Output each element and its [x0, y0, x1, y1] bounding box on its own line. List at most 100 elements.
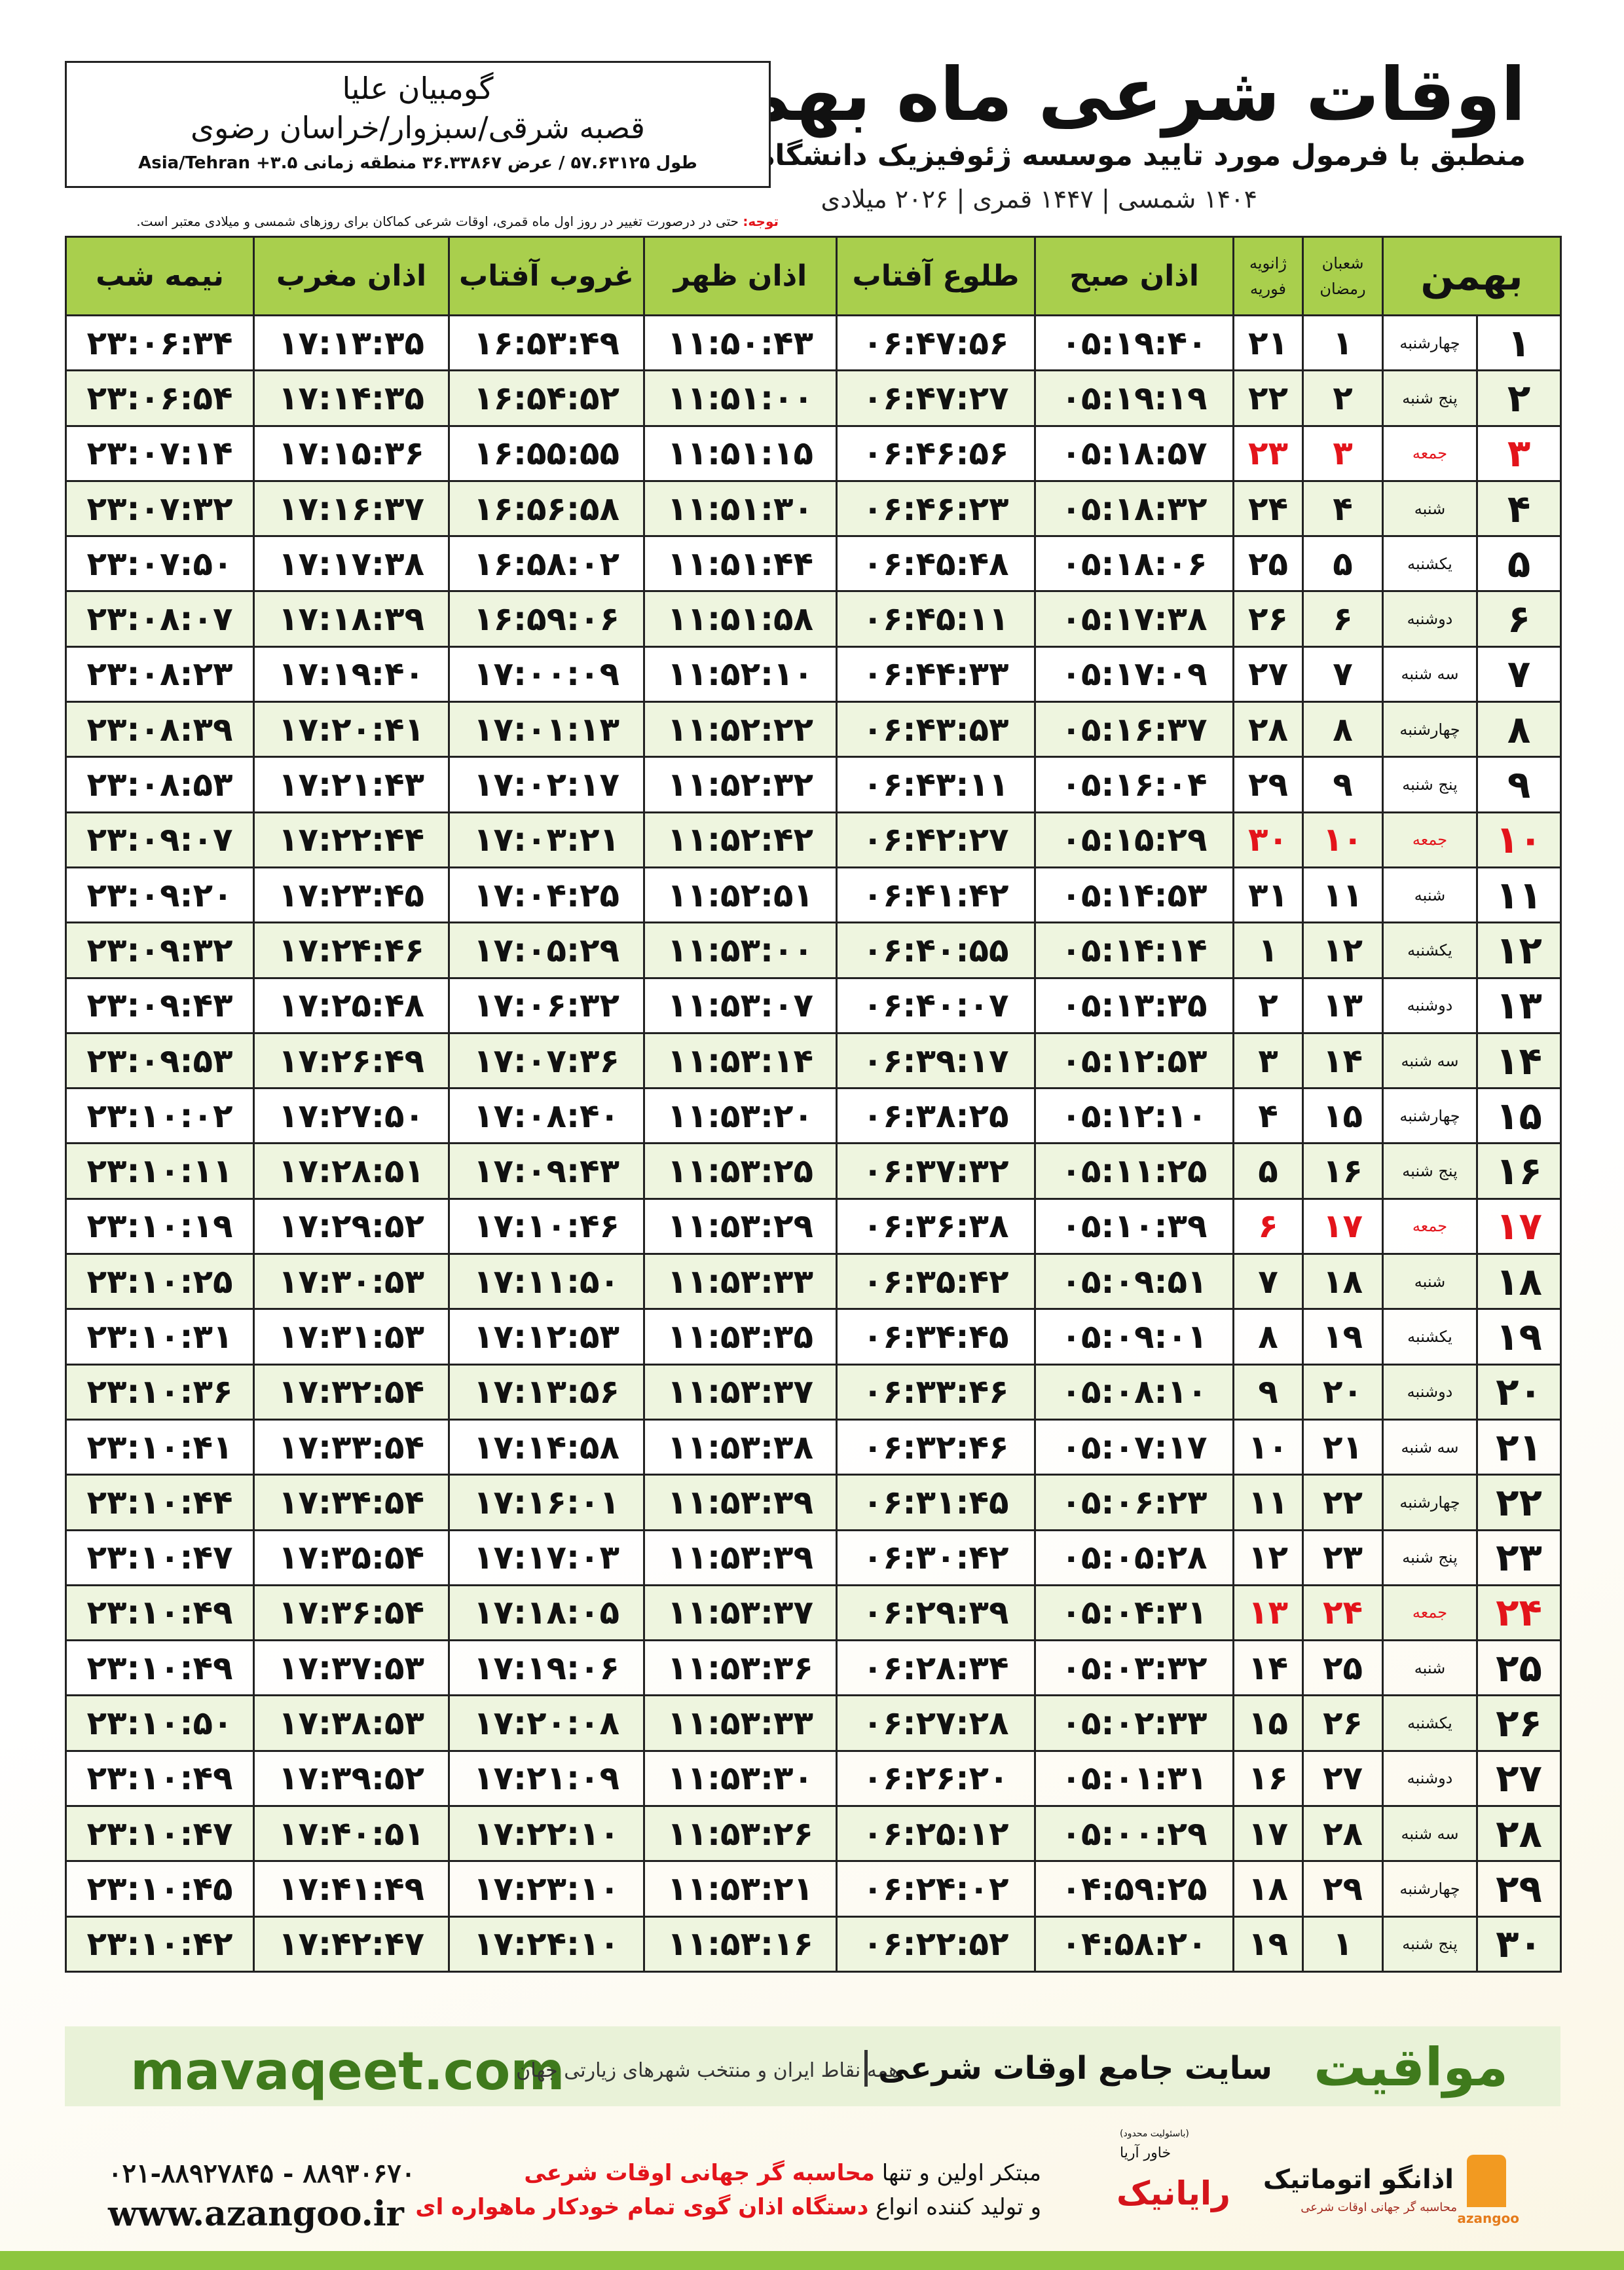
- table-cell: ۲۳:۱۰:۴۷: [65, 1529, 255, 1586]
- table-cell: ۵: [1232, 1142, 1304, 1200]
- table-cell: ۱۷:۲۳:۴۵: [253, 866, 450, 924]
- table-cell: ۰۶:۳۷:۳۲: [836, 1142, 1036, 1200]
- table-cell: ۱۷:۱۶:۳۷: [253, 479, 450, 538]
- table-cell: ۳۰: [1232, 811, 1304, 868]
- table-cell: ۱۲: [1476, 921, 1562, 979]
- table-cell: ۳۱: [1232, 866, 1304, 924]
- table-cell: ۱۱: [1232, 1474, 1304, 1531]
- table-cell: ۱۷:۱۵:۳۶: [253, 424, 450, 482]
- table-cell: ۱۱:۵۳:۲۱: [643, 1860, 838, 1918]
- table-cell: ۲۳:۰۸:۳۹: [65, 701, 255, 758]
- table-cell: ۰۵:۰۸:۱۰: [1034, 1363, 1234, 1421]
- partner-sub: خاور آریا: [1120, 2145, 1172, 2161]
- table-cell: ۱۷: [1232, 1805, 1304, 1863]
- table-cell: ۲۷: [1232, 645, 1304, 703]
- table-cell: ۱۴: [1302, 1032, 1384, 1090]
- table-cell: دوشنبه: [1381, 1749, 1479, 1808]
- table-row: ۱۳ دوشنبه ۱۳ ۲ ۰۵:۱۳:۳۵ ۰۶:۴۰:۰۷ ۱۱:۵۳:۰۷ ۱۷:۰۶…: [65, 977, 1562, 1034]
- table-cell: ۱۱:۵۳:۳۹: [643, 1474, 838, 1531]
- table-cell: ۷: [1232, 1253, 1304, 1311]
- table-cell: ۰۵:۰۱:۳۱: [1034, 1749, 1234, 1808]
- table-cell: ۱۷:۲۶:۴۹: [253, 1032, 450, 1090]
- table-row: ۲ پنج شنبه ۲ ۲۲ ۰۵:۱۹:۱۹ ۰۶:۴۷:۲۷ ۱۱:۵۱:۰۰ ۱۶:۵…: [65, 369, 1562, 427]
- header-sub: شعبان: [1321, 254, 1364, 273]
- table-cell: ۰۶:۲۶:۲۰: [836, 1749, 1036, 1808]
- table-cell: ۱۶:۵۸:۰۲: [448, 535, 645, 593]
- table-cell: ۰۶:۴۵:۴۸: [836, 535, 1036, 593]
- table-cell: ۱: [1232, 921, 1304, 979]
- location-coords: طول ۵۷.۶۳۱۲۵ / عرض ۳۶.۳۳۸۶۷ منطقه زمانی …: [138, 153, 697, 173]
- table-cell: ۴: [1476, 479, 1562, 538]
- table-cell: ۱۳: [1302, 977, 1384, 1034]
- table-cell: ۲۳: [1476, 1529, 1562, 1586]
- table-cell: یکشنبه: [1381, 1308, 1479, 1366]
- table-cell: ۲: [1232, 977, 1304, 1034]
- table-cell: ۰۶:۳۶:۳۸: [836, 1197, 1036, 1256]
- tagline: سایت جامع اوقات شرعی: [864, 2050, 1272, 2087]
- table-cell: ۲۳:۰۶:۳۴: [65, 314, 255, 372]
- table-cell: ۲۳: [1302, 1529, 1384, 1586]
- table-cell: ۴: [1232, 1087, 1304, 1145]
- table-cell: ۱۵: [1476, 1087, 1562, 1145]
- table-cell: ۱۱:۵۳:۲۵: [643, 1142, 838, 1200]
- table-cell: پنج شنبه: [1381, 1915, 1479, 1973]
- table-cell: ۰۵:۱۴:۱۴: [1034, 921, 1234, 979]
- table-cell: جمعه: [1381, 811, 1479, 868]
- table-cell: ۲۳:۰۹:۵۳: [65, 1032, 255, 1090]
- table-cell: ۶: [1232, 1197, 1304, 1256]
- header-cell: طلوع آفتاب: [836, 236, 1036, 316]
- table-cell: ۲۱: [1476, 1418, 1562, 1476]
- table-cell: ۲۳:۱۰:۳۶: [65, 1363, 255, 1421]
- table-cell: ۱۸: [1302, 1253, 1384, 1311]
- table-row: ۲۱ سه شنبه ۲۱ ۱۰ ۰۵:۰۷:۱۷ ۰۶:۳۲:۴۶ ۱۱:۵۳:۳۸ ۱۷:…: [65, 1418, 1562, 1476]
- table-cell: ۳: [1302, 424, 1384, 482]
- table-cell: ۲۳:۱۰:۴۱: [65, 1418, 255, 1476]
- table-row: ۲۶ یکشنبه ۲۶ ۱۵ ۰۵:۰۲:۳۳ ۰۶:۲۷:۲۸ ۱۱:۵۳:۳۳ ۱۷:۲…: [65, 1694, 1562, 1752]
- table-cell: ۱۰: [1476, 811, 1562, 868]
- table-cell: ۱۱:۵۳:۳۸: [643, 1418, 838, 1476]
- times-table: بهمن شعبان رمضان ژانویه فوریه اذان صبح طلوع…: [65, 236, 1562, 1973]
- table-cell: ۱۱:۵۲:۵۱: [643, 866, 838, 924]
- table-cell: ۲۱: [1302, 1418, 1384, 1476]
- table-row: ۱۸ شنبه ۱۸ ۷ ۰۵:۰۹:۵۱ ۰۶:۳۵:۴۲ ۱۱:۵۳:۳۳ ۱۷:۱۱:۵…: [65, 1253, 1562, 1311]
- table-row: ۱۴ سه شنبه ۱۴ ۳ ۰۵:۱۲:۵۳ ۰۶:۳۹:۱۷ ۱۱:۵۳:۱۴ ۱۷:۰…: [65, 1032, 1562, 1090]
- table-cell: ۷: [1476, 645, 1562, 703]
- table-cell: ۱۷: [1476, 1197, 1562, 1256]
- table-cell: ۳۰: [1476, 1915, 1562, 1973]
- table-cell: ۲۴: [1232, 479, 1304, 538]
- table-cell: ۱۱:۵۳:۲۹: [643, 1197, 838, 1256]
- header-cell: اذان مغرب: [253, 236, 450, 316]
- table-cell: ۱۷:۲۹:۵۲: [253, 1197, 450, 1256]
- table-cell: ۳: [1232, 1032, 1304, 1090]
- table-cell: ۰۶:۴۴:۳۳: [836, 645, 1036, 703]
- note: توجه: حتی در درصورت تغییر در روز اول ماه…: [65, 214, 779, 229]
- header-cell: غروب آفتاب: [448, 236, 645, 316]
- table-cell: شنبه: [1381, 479, 1479, 538]
- table-cell: دوشنبه: [1381, 590, 1479, 648]
- table-cell: ۲۶: [1232, 590, 1304, 648]
- table-row: ۲۰ دوشنبه ۲۰ ۹ ۰۵:۰۸:۱۰ ۰۶:۳۳:۴۶ ۱۱:۵۳:۳۷ ۱۷:۱۳…: [65, 1363, 1562, 1421]
- table-cell: چهارشنبه: [1381, 1087, 1479, 1145]
- table-cell: ۹: [1302, 756, 1384, 813]
- table-cell: ۱۹: [1476, 1308, 1562, 1366]
- table-row: ۶ دوشنبه ۶ ۲۶ ۰۵:۱۷:۳۸ ۰۶:۴۵:۱۱ ۱۱:۵۱:۵۸ ۱۶:۵۹:…: [65, 590, 1562, 648]
- table-row: ۲۴ جمعه ۲۴ ۱۳ ۰۵:۰۴:۳۱ ۰۶:۲۹:۳۹ ۱۱:۵۳:۳۷ ۱۷:۱۸:…: [65, 1584, 1562, 1642]
- table-cell: ۰۵:۱۷:۰۹: [1034, 645, 1234, 703]
- table-cell: ۰۵:۰۳:۳۲: [1034, 1639, 1234, 1697]
- table-cell: ۰۵:۰۴:۳۱: [1034, 1584, 1234, 1642]
- table-cell: ۱۰: [1302, 811, 1384, 868]
- table-cell: ۲۲: [1232, 369, 1304, 427]
- table-cell: ۰۵:۰۶:۲۳: [1034, 1474, 1234, 1531]
- table-cell: شنبه: [1381, 866, 1479, 924]
- table-cell: ۱۷:۱۴:۵۸: [448, 1418, 645, 1476]
- table-cell: ۰۵:۱۴:۵۳: [1034, 866, 1234, 924]
- table-cell: ۰۶:۳۴:۴۵: [836, 1308, 1036, 1366]
- table-cell: ۱۷:۱۴:۳۵: [253, 369, 450, 427]
- table-cell: ۰۵:۰۵:۲۸: [1034, 1529, 1234, 1586]
- table-cell: ۰۵:۱۶:۰۴: [1034, 756, 1234, 813]
- phones: ۰۲۱-۸۸۹۲۷۸۴۵ - ۸۸۹۳۰۶۷۰: [108, 2158, 416, 2189]
- table-cell: ۰۶:۲۸:۳۴: [836, 1639, 1036, 1697]
- table-cell: ۱۴: [1476, 1032, 1562, 1090]
- table-cell: ۳: [1476, 424, 1562, 482]
- table-cell: یکشنبه: [1381, 1694, 1479, 1752]
